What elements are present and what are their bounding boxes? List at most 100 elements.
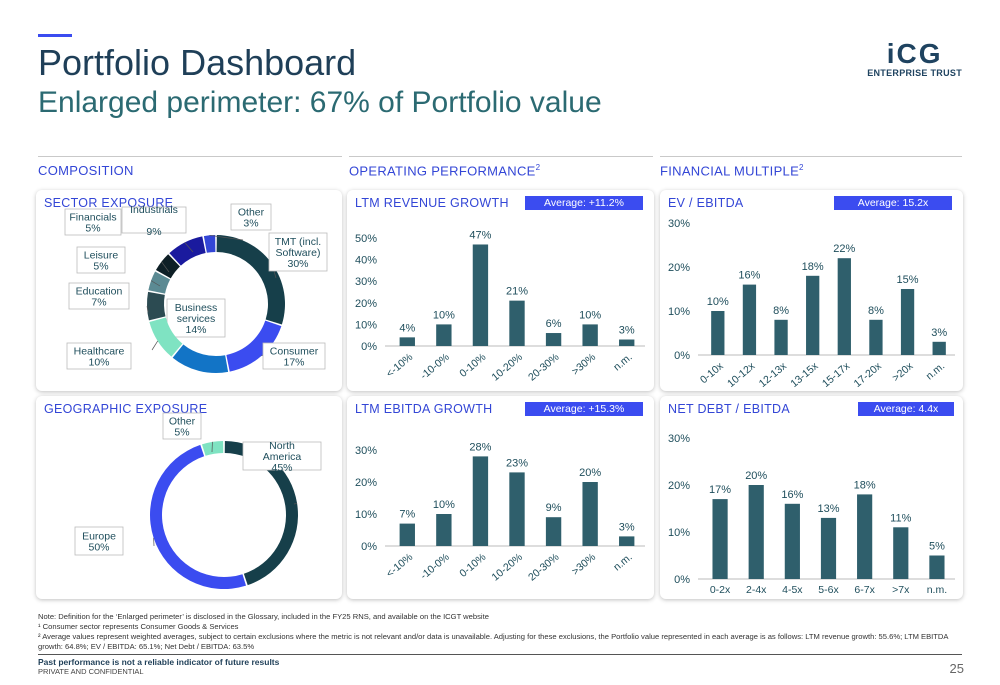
slice-label: Healthcare [74, 346, 125, 358]
revenue-growth-title: LTM REVENUE GROWTH [355, 196, 509, 210]
bar-20-30 [545, 333, 562, 346]
slice-label: Europe [82, 531, 116, 543]
y-tick-label: 0% [674, 574, 690, 586]
data-label: 8% [773, 305, 789, 317]
x-tick-label: 0-10x [698, 360, 726, 387]
x-tick-label: 10-20% [489, 351, 524, 383]
bar-30 [582, 324, 598, 346]
page-subtitle: Enlarged perimeter: 67% of Portfolio val… [38, 86, 602, 119]
slice-label-box [121, 206, 187, 234]
y-tick-label: 10% [355, 509, 377, 521]
slice-value: 5% [85, 223, 100, 235]
title-accent-line [38, 34, 72, 37]
data-label: 18% [854, 479, 876, 491]
y-tick-label: 40% [355, 255, 377, 267]
slice-financials [155, 254, 180, 279]
ebitda-growth-bar-chart: 0% 10% 20% 30% 7% <-10% 10% -10-0% 28% 0-10% 23% 10… [355, 441, 645, 584]
revenue-growth-bar-chart: 0% 10% 20% 30% 40% 50% 4% <-10% 10% -10-0% 47% 0-10… [355, 229, 645, 384]
bar-6-7x [857, 494, 873, 579]
y-tick-label: 0% [674, 350, 690, 362]
slice-business-services [172, 344, 229, 373]
slice-north-america [224, 441, 298, 586]
y-tick-label: 10% [668, 527, 690, 539]
x-tick-label: n.m. [611, 351, 634, 373]
data-label: 4% [399, 322, 415, 334]
y-tick-label: 30% [668, 218, 690, 230]
sector-exposure-panel: SECTOR EXPOSURE TMT (incl. Software) 30% Co… [36, 190, 342, 391]
x-tick-label: -10-0% [418, 551, 452, 582]
x-tick-label: n.m. [924, 360, 947, 382]
x-tick-label: 0-10% [457, 351, 488, 380]
slice-label: North [269, 440, 295, 452]
logo-tagline: ENTERPRISE TRUST [867, 68, 962, 78]
bar-7x [893, 527, 909, 579]
x-tick-label: n.m. [611, 551, 634, 573]
geographic-exposure-title: GEOGRAPHIC EXPOSURE [44, 402, 208, 416]
footnote-definition: Note: Definition for the ‘Enlarged perim… [38, 612, 489, 621]
slice-value: 7% [91, 297, 106, 309]
ev-ebitda-panel: EV / EBITDA Average: 15.2x 0% 10% 20% 30% 10… [660, 190, 963, 391]
y-tick-label: 30% [668, 433, 690, 445]
geographic-exposure-panel: GEOGRAPHIC EXPOSURE North America 45% Europ… [36, 396, 342, 599]
x-tick-label: 17-20x [852, 360, 885, 390]
x-tick-label: 10-12x [725, 360, 758, 390]
data-label: 21% [506, 286, 528, 298]
confidentiality-label: PRIVATE AND CONFIDENTIAL [38, 667, 144, 676]
ebitda-growth-title: LTM EBITDA GROWTH [355, 402, 493, 416]
bar-0-10 [472, 456, 489, 546]
x-tick-label: 20-30% [526, 551, 561, 583]
data-label: 13% [817, 503, 839, 515]
x-tick-label: 12-13x [757, 360, 790, 390]
logo-wordmark: iCG [886, 38, 943, 69]
section-composition: COMPOSITION [38, 156, 342, 178]
x-tick-label: -10-0% [418, 351, 452, 382]
slice-label-box [166, 298, 226, 338]
slice-label-box [76, 246, 126, 274]
data-label: 7% [399, 509, 415, 521]
data-label: 3% [931, 327, 947, 339]
net-debt-average-badge: Average: 4.4x [858, 402, 954, 416]
data-label: 22% [833, 243, 855, 255]
bar-10-20 [509, 472, 525, 546]
data-label: 28% [469, 441, 491, 453]
bar-20x [900, 289, 915, 355]
slice-value: 3% [243, 218, 258, 230]
y-tick-label: 0% [361, 341, 377, 353]
ebitda-average-badge: Average: +15.3% [525, 402, 643, 416]
data-label: 10% [433, 499, 455, 511]
slice-healthcare [149, 317, 183, 357]
leader-line [209, 234, 244, 241]
bar-10-0 [436, 324, 452, 346]
data-label: 10% [433, 309, 455, 321]
x-tick-label: 5-6x [818, 584, 839, 596]
section-multiple: FINANCIAL MULTIPLE2 [660, 156, 962, 179]
section-multiple-label: FINANCIAL MULTIPLE [660, 163, 800, 179]
page-title: Portfolio Dashboard [38, 42, 357, 83]
data-label: 5% [929, 541, 945, 553]
bar-n-m [932, 341, 946, 355]
bar-4-5x [784, 503, 800, 579]
bar-17-20x [869, 319, 883, 355]
x-tick-label: 2-4x [746, 584, 767, 596]
bar-10-0 [436, 514, 452, 546]
bar-0-10 [472, 244, 489, 346]
y-tick-label: 20% [355, 298, 377, 310]
x-tick-label: >20x [890, 360, 916, 384]
slice-label: Consumer [270, 346, 319, 358]
slice-label: Software) [276, 247, 321, 259]
x-tick-label: 15-17x [820, 360, 853, 390]
data-label: 47% [469, 229, 491, 241]
slice-label-box [162, 412, 202, 440]
slice-label-box [74, 526, 124, 556]
bar-13-15x [806, 275, 820, 355]
x-tick-label: >7x [892, 584, 910, 596]
bar-0-2x [712, 499, 728, 579]
bar-12-13x [774, 319, 788, 355]
ev-average-badge: Average: 15.2x [834, 196, 952, 210]
bar-n-m [929, 555, 945, 579]
bar-10-20 [509, 300, 525, 346]
data-label: 10% [579, 309, 601, 321]
data-label: 16% [738, 270, 760, 282]
leader-line [161, 261, 170, 273]
y-tick-label: 20% [355, 477, 377, 489]
